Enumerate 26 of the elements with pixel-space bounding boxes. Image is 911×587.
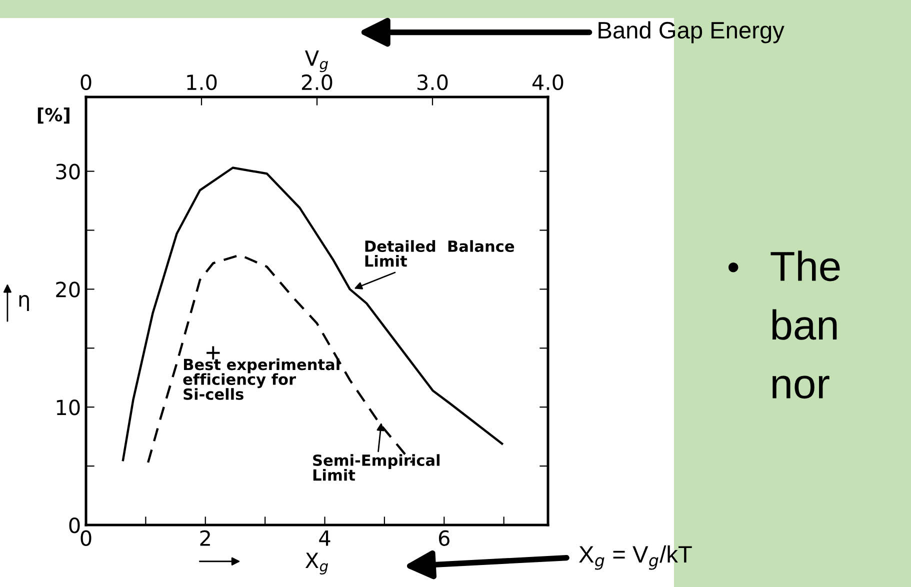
- text: X$_{g}$ = V$_{g}$/kT: [579, 545, 692, 570]
- y-tick-label: 30: [56, 164, 80, 180]
- y-tick-label: 10: [56, 400, 80, 416]
- text: nor: [772, 376, 830, 399]
- text: Band Gap Energy: [598, 21, 784, 44]
- x-tick-label: 4: [319, 530, 330, 546]
- x2-tick-label: 2.0: [302, 74, 332, 90]
- x-tick-label: 2: [200, 530, 210, 546]
- x2-tick-label: 3.0: [418, 74, 448, 90]
- y-axis-title: η: [19, 295, 29, 311]
- annotation: Detailed Balance Limit: [365, 240, 514, 267]
- text: The: [770, 250, 840, 282]
- x-tick-label: 0: [80, 530, 92, 546]
- y-tick-label: 0: [69, 517, 80, 534]
- text: •: [728, 262, 738, 272]
- annotation: Semi-Empirical Limit: [313, 454, 440, 481]
- x2-tick-label: 0: [80, 74, 92, 90]
- y-tick-label: 20: [56, 282, 80, 298]
- x2-axis-title: V$_{g}$: [304, 50, 328, 72]
- text: [%]: [38, 108, 70, 124]
- x2-tick-label: 4.0: [532, 74, 564, 90]
- x-axis-title: X$_{g}$: [305, 552, 328, 574]
- annotation: Best experimental efficiency for Si-cells: [183, 358, 340, 400]
- x-tick-label: 6: [438, 530, 450, 546]
- x2-tick-label: 1.0: [187, 74, 217, 90]
- text: ban: [772, 309, 837, 340]
